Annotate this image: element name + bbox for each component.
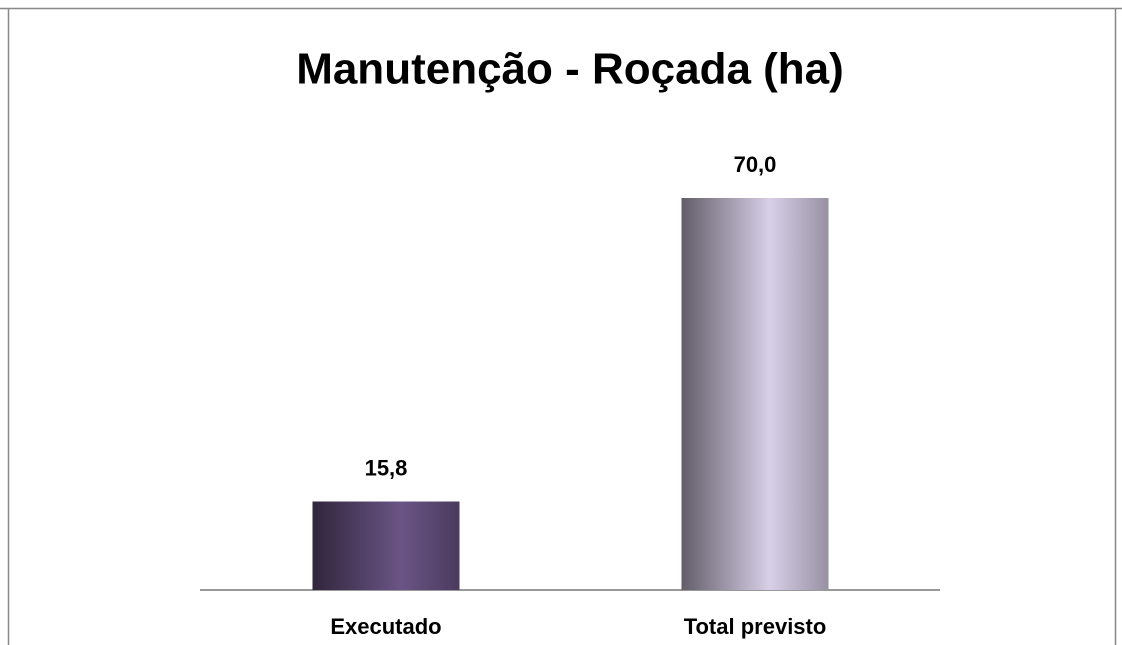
x-tick-label: Total previsto [684,614,827,639]
bar-shade [312,501,460,590]
value-label: 70,0 [734,152,777,177]
value-label: 15,8 [365,455,408,480]
x-tick-label: Executado [330,614,441,639]
chart-title: Manutenção - Roçada (ha) [296,45,844,94]
bar-shade [681,198,829,590]
